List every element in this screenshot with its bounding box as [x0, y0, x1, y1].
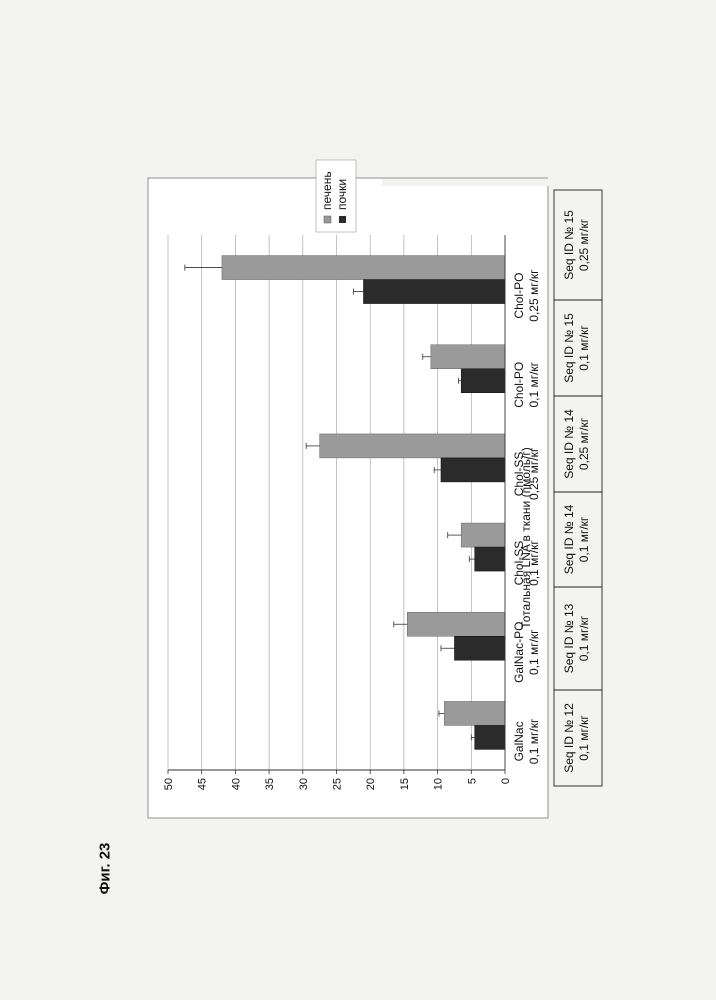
legend-label-kidney: почки [335, 179, 349, 210]
y-tick-label: 5 [466, 778, 478, 784]
sequence-dose-label: 0,25 мг/кг [577, 417, 591, 470]
category-label-name: GalNac [512, 721, 526, 761]
bar-liver [461, 523, 505, 547]
y-tick-label: 45 [197, 778, 209, 790]
category-label-dose: 0,1 мг/кг [527, 361, 541, 407]
legend-swatch-liver [324, 216, 331, 223]
y-tick-label: 20 [365, 778, 377, 790]
y-axis-title: Тотальная LNA в ткани (пмоль/г) [519, 447, 533, 628]
bar-kidney [441, 458, 505, 482]
y-tick-label: 40 [230, 778, 242, 790]
y-tick-label: 10 [433, 778, 445, 790]
sequence-id-label: Seq ID № 12 [562, 703, 576, 773]
bar-liver [407, 612, 505, 636]
category-label-name: GalNac-PO [512, 622, 526, 683]
category-label-dose: 0,25 мг/кг [527, 269, 541, 322]
sequence-dose-label: 0,1 мг/кг [577, 615, 591, 661]
sequence-id-label: Seq ID № 15 [562, 313, 576, 383]
sequence-id-label: Seq ID № 13 [562, 603, 576, 673]
y-tick-label: 50 [163, 778, 175, 790]
legend-label-liver: печень [320, 171, 334, 210]
sequence-dose-label: 0,1 мг/кг [577, 715, 591, 761]
sequence-id-label: Seq ID № 14 [562, 409, 576, 479]
bar-kidney [454, 636, 505, 660]
sequence-dose-label: 0,1 мг/кг [577, 325, 591, 371]
y-tick-label: 0 [500, 778, 512, 784]
y-tick-label: 25 [332, 778, 344, 790]
y-tick-label: 30 [298, 778, 310, 790]
bar-kidney [475, 725, 505, 749]
legend-swatch-kidney [339, 216, 346, 223]
legend: печень почки [316, 160, 356, 232]
category-label-name: Chol-PO [512, 362, 526, 408]
bar-liver [222, 256, 505, 280]
sequence-id-label: Seq ID № 15 [562, 210, 576, 280]
sequence-table: Seq ID № 120,1 мг/кгSeq ID № 130,1 мг/кг… [554, 190, 602, 786]
bar-kidney [461, 369, 505, 393]
bar-liver [320, 434, 505, 458]
category-label-name: Chol-PO [512, 273, 526, 319]
sequence-dose-label: 0,1 мг/кг [577, 516, 591, 562]
y-tick-label: 35 [264, 778, 276, 790]
category-label-dose: 0,1 мг/кг [527, 629, 541, 675]
bar-kidney [475, 547, 505, 571]
y-tick-label: 15 [399, 778, 411, 790]
sequence-id-label: Seq ID № 14 [562, 504, 576, 574]
bar-liver [444, 701, 505, 725]
bar-kidney [363, 280, 505, 304]
bar-liver [431, 345, 505, 369]
sequence-dose-label: 0,25 мг/кг [577, 218, 591, 271]
category-label-dose: 0,1 мг/кг [527, 718, 541, 764]
